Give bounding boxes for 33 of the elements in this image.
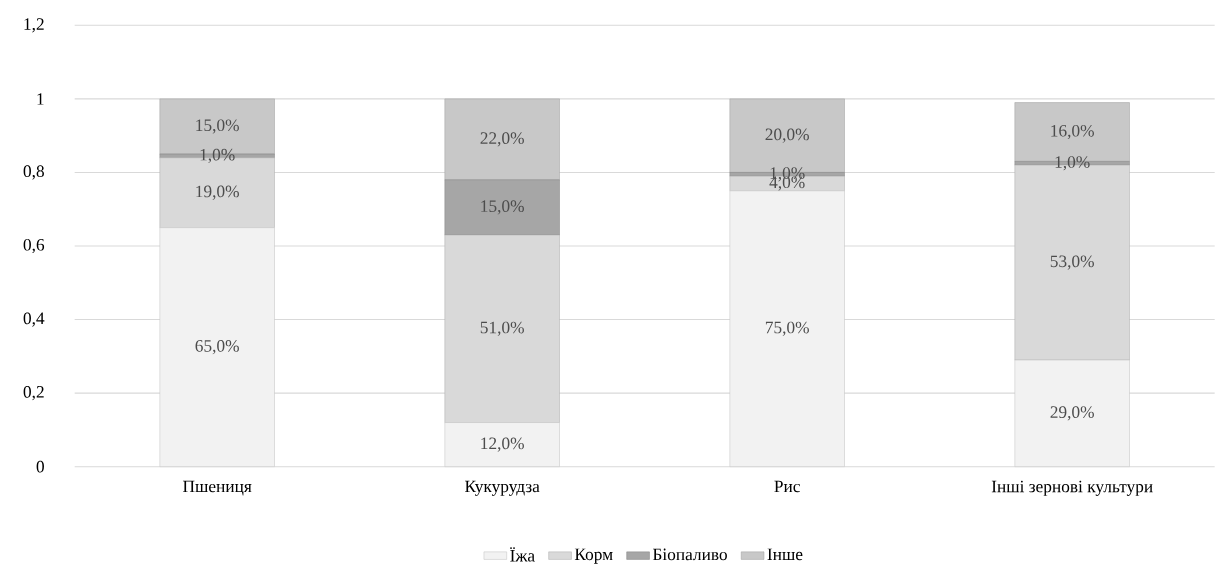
legend-label: Біопаливо <box>652 548 727 561</box>
data-label: 20,0% <box>765 128 809 143</box>
data-label: 65,0% <box>195 340 239 355</box>
bar <box>444 422 560 467</box>
legend-label: Інше <box>767 548 803 561</box>
y-tick-label: 0,2 <box>23 386 44 401</box>
data-label: 51,0% <box>480 321 524 336</box>
data-label: 1,0% <box>1055 156 1090 171</box>
data-label: 75,0% <box>765 321 809 336</box>
data-label: 1,0% <box>200 148 235 163</box>
data-label: 15,0% <box>196 119 239 134</box>
bar <box>729 190 845 467</box>
y-tick-label: 0,8 <box>23 165 44 180</box>
bar <box>159 227 275 467</box>
y-tick-label: 0,4 <box>23 312 45 327</box>
y-tick-label: 1 <box>37 93 44 105</box>
legend-label: Їжа <box>510 547 535 562</box>
legend-label: Корм <box>574 548 613 564</box>
data-label: 19,0% <box>196 185 239 200</box>
data-label: 15,0% <box>481 200 524 215</box>
data-label: 16,0% <box>1051 124 1094 140</box>
data-label: 29,0% <box>1050 406 1094 421</box>
y-tick-label: 0,6 <box>23 238 45 254</box>
x-tick-label: Кукурудза <box>465 480 540 496</box>
data-label: 53,0% <box>1050 255 1094 270</box>
data-label: 12,0% <box>481 437 524 452</box>
bar <box>1014 359 1130 467</box>
x-tick-label: Рис <box>774 480 800 493</box>
y-tick-label: 1,2 <box>24 18 44 33</box>
data-label: 22,0% <box>480 132 524 147</box>
x-tick-label: Інші зернові культури <box>991 480 1153 496</box>
x-tick-label: Пшениця <box>182 480 252 496</box>
y-tick-label: 0 <box>36 460 44 473</box>
